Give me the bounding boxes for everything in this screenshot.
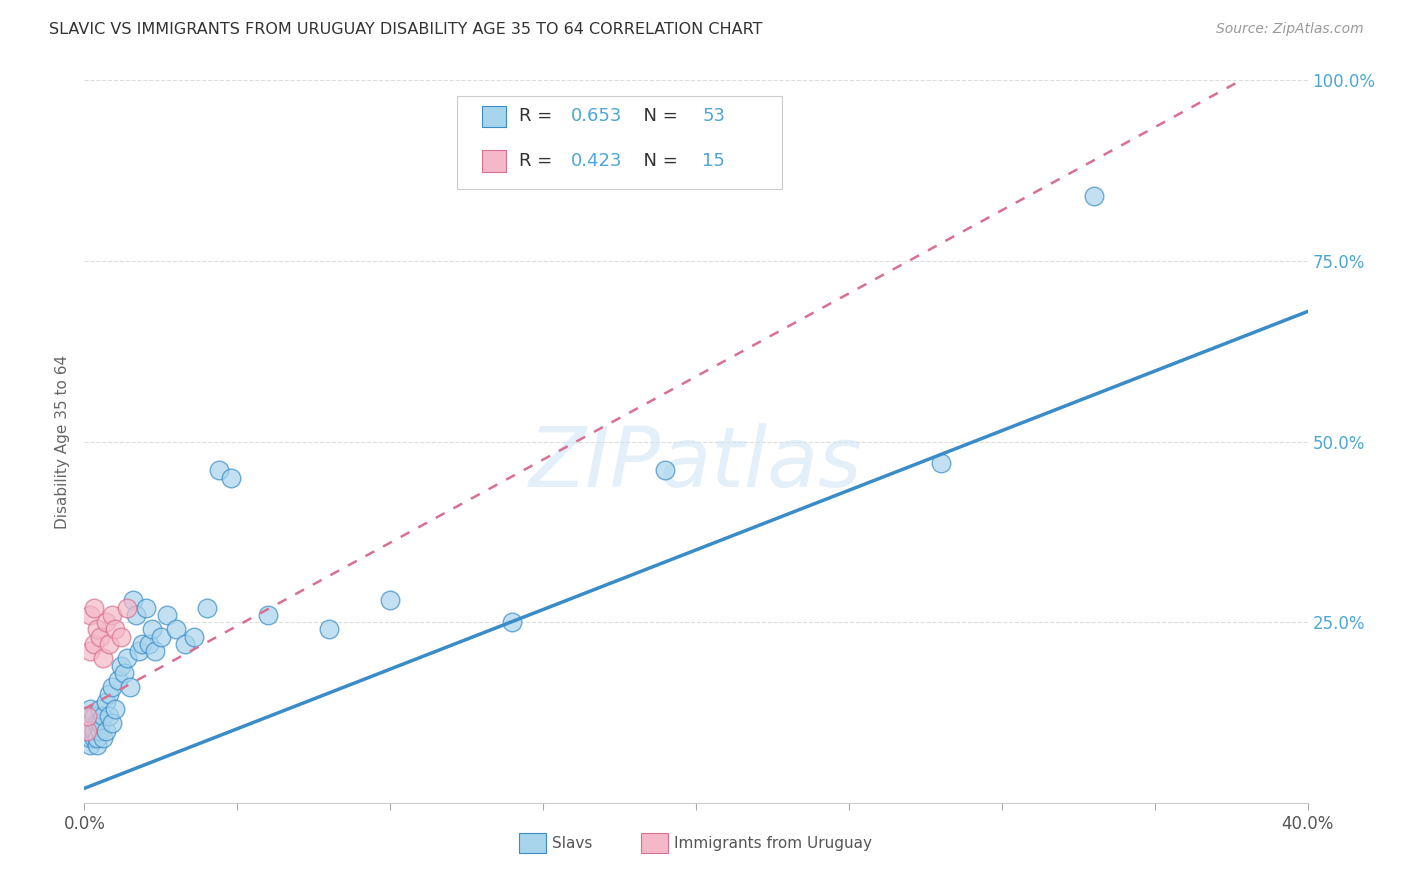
Point <box>120 680 142 694</box>
Point <box>94 615 117 630</box>
Point <box>104 702 127 716</box>
Point <box>86 623 108 637</box>
Point <box>97 709 120 723</box>
Point <box>91 709 114 723</box>
Point <box>86 738 108 752</box>
Text: Slavs: Slavs <box>551 836 592 851</box>
Point <box>156 607 179 622</box>
Point <box>91 651 114 665</box>
Text: Source: ZipAtlas.com: Source: ZipAtlas.com <box>1216 22 1364 37</box>
Point <box>138 637 160 651</box>
Point <box>112 665 135 680</box>
Point <box>86 731 108 745</box>
Point <box>79 731 101 745</box>
Point <box>104 623 127 637</box>
Point <box>219 470 242 484</box>
Point <box>165 623 187 637</box>
Point <box>257 607 280 622</box>
Point <box>76 709 98 723</box>
Point <box>318 623 340 637</box>
Point <box>89 723 111 738</box>
Point <box>79 723 101 738</box>
Text: 0.423: 0.423 <box>571 153 623 170</box>
Point <box>83 731 105 745</box>
Point <box>195 600 218 615</box>
Point <box>101 716 124 731</box>
Point <box>101 680 124 694</box>
Point <box>76 723 98 738</box>
Point <box>143 644 166 658</box>
Text: 53: 53 <box>702 107 725 126</box>
Point <box>94 695 117 709</box>
Point <box>174 637 197 651</box>
Point <box>1083 189 1105 203</box>
Point <box>83 709 105 723</box>
Point <box>83 600 105 615</box>
Point <box>125 607 148 622</box>
Point <box>183 630 205 644</box>
Point <box>101 607 124 622</box>
Point <box>97 687 120 701</box>
Point <box>79 738 101 752</box>
Point <box>110 630 132 644</box>
Point <box>79 644 101 658</box>
Point <box>502 615 524 630</box>
Point <box>929 456 952 470</box>
Point <box>208 463 231 477</box>
Y-axis label: Disability Age 35 to 64: Disability Age 35 to 64 <box>55 354 70 529</box>
Text: ZIPatlas: ZIPatlas <box>529 423 863 504</box>
Point <box>131 637 153 651</box>
Text: R =: R = <box>519 107 558 126</box>
FancyBboxPatch shape <box>519 833 546 854</box>
Point <box>107 673 129 687</box>
Text: R =: R = <box>519 153 558 170</box>
FancyBboxPatch shape <box>482 105 506 128</box>
Point <box>89 716 111 731</box>
Point <box>149 630 172 644</box>
Text: 15: 15 <box>702 153 725 170</box>
Point <box>76 716 98 731</box>
Point <box>122 593 145 607</box>
Text: Immigrants from Uruguay: Immigrants from Uruguay <box>673 836 872 851</box>
FancyBboxPatch shape <box>641 833 668 854</box>
Point <box>380 593 402 607</box>
Point <box>110 658 132 673</box>
Point <box>76 709 98 723</box>
Point <box>79 702 101 716</box>
Point <box>89 630 111 644</box>
Point <box>83 723 105 738</box>
Point <box>97 637 120 651</box>
Point <box>76 723 98 738</box>
Point <box>115 651 138 665</box>
Text: 0.653: 0.653 <box>571 107 623 126</box>
Text: SLAVIC VS IMMIGRANTS FROM URUGUAY DISABILITY AGE 35 TO 64 CORRELATION CHART: SLAVIC VS IMMIGRANTS FROM URUGUAY DISABI… <box>49 22 762 37</box>
FancyBboxPatch shape <box>482 151 506 172</box>
Point <box>79 607 101 622</box>
Point <box>141 623 163 637</box>
Point <box>83 637 105 651</box>
Point <box>91 731 114 745</box>
Point <box>128 644 150 658</box>
Point <box>654 463 676 477</box>
FancyBboxPatch shape <box>457 96 782 189</box>
Text: N =: N = <box>633 153 683 170</box>
Text: N =: N = <box>633 107 683 126</box>
Point <box>94 723 117 738</box>
Point <box>89 702 111 716</box>
Point <box>135 600 157 615</box>
Point <box>86 716 108 731</box>
Point <box>115 600 138 615</box>
